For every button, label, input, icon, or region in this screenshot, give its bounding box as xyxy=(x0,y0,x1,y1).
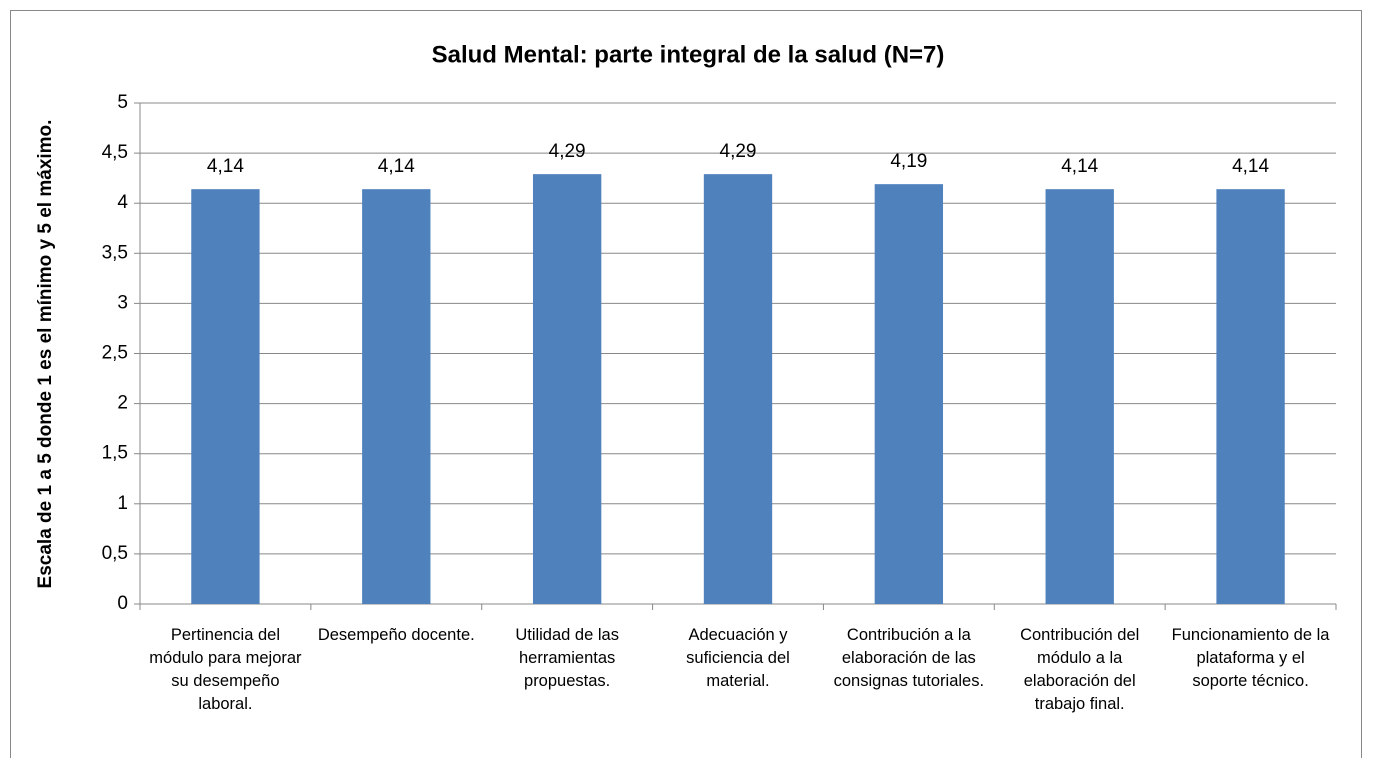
y-tick-label: 0 xyxy=(117,593,128,614)
y-tick-label: 2 xyxy=(117,393,128,414)
bar xyxy=(874,184,944,605)
bar xyxy=(191,189,260,604)
bar xyxy=(362,189,431,604)
data-label: 4,14 xyxy=(1232,156,1269,177)
bar xyxy=(532,174,602,604)
y-tick-label: 4,5 xyxy=(102,142,128,163)
x-tick-label: Desempeño docente. xyxy=(317,626,475,644)
y-tick-label: 1 xyxy=(117,493,128,514)
data-label: 4,14 xyxy=(1061,156,1098,177)
y-axis-label: Escala de 1 a 5 donde 1 es el mínimo y 5… xyxy=(35,120,56,589)
x-tick-label: Contribución a la elaboración de las con… xyxy=(833,626,985,690)
y-tick-label: 0,5 xyxy=(102,543,128,564)
x-tick-label: Utilidad de las herramientas propuestas. xyxy=(515,626,619,690)
data-label: 4,29 xyxy=(549,141,586,162)
x-tick-label: Adecuación y suficiencia del material. xyxy=(686,626,790,690)
data-label: 4,14 xyxy=(378,156,415,177)
y-tick-label: 2,5 xyxy=(102,343,128,364)
bar xyxy=(1045,189,1114,604)
y-tick-label: 3,5 xyxy=(102,242,128,263)
data-label: 4,29 xyxy=(720,141,757,162)
x-tick-label: Funcionamiento de la plataforma y el sop… xyxy=(1171,626,1330,690)
bar xyxy=(1216,189,1285,604)
data-label: 4,14 xyxy=(207,156,244,177)
bar xyxy=(703,174,773,604)
x-tick-label: Contribución del módulo a la elaboración… xyxy=(1020,626,1140,713)
y-tick-label: 4 xyxy=(117,192,128,213)
y-tick-label: 1,5 xyxy=(102,443,128,464)
data-label: 4,19 xyxy=(890,151,927,172)
chart-title: Salud Mental: parte integral de la salud… xyxy=(432,41,945,68)
y-tick-label: 5 xyxy=(117,92,128,113)
y-tick-label: 3 xyxy=(117,292,128,313)
x-tick-label: Pertinencia del módulo para mejorar su d… xyxy=(149,626,302,713)
